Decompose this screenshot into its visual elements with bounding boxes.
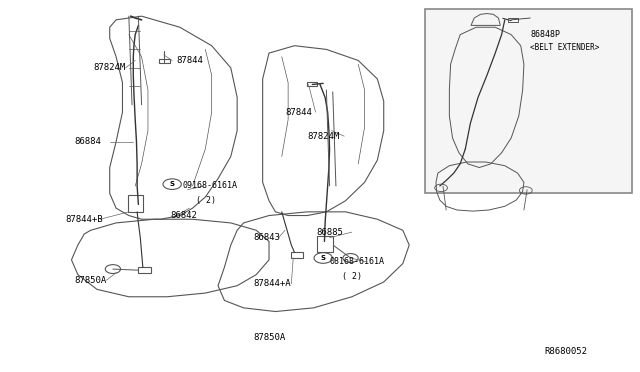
- Text: ( 2): ( 2): [342, 272, 362, 281]
- Text: R8680052: R8680052: [545, 347, 588, 356]
- Bar: [138, 267, 151, 273]
- Bar: [317, 236, 333, 253]
- Text: 87850A: 87850A: [253, 333, 285, 342]
- Bar: [291, 253, 303, 258]
- Text: 86848P: 86848P: [531, 30, 560, 39]
- Text: 08168-6161A: 08168-6161A: [330, 257, 385, 266]
- Text: ( 2): ( 2): [196, 196, 216, 205]
- Bar: [508, 18, 518, 22]
- Text: 86884: 86884: [75, 137, 102, 146]
- Text: 86843: 86843: [253, 233, 280, 242]
- Bar: [159, 59, 170, 63]
- Text: 09168-6161A: 09168-6161A: [183, 182, 238, 190]
- Text: S: S: [321, 255, 326, 261]
- Text: <BELT EXTENDER>: <BELT EXTENDER>: [531, 43, 600, 52]
- Bar: [127, 195, 143, 212]
- Text: 86885: 86885: [317, 228, 344, 237]
- Text: 87844+A: 87844+A: [253, 279, 291, 288]
- Text: 87824M: 87824M: [94, 63, 126, 72]
- Text: 87844: 87844: [177, 56, 204, 65]
- Text: 87844+B: 87844+B: [65, 215, 103, 224]
- Text: 87844: 87844: [285, 108, 312, 117]
- Bar: [425, 9, 632, 193]
- Text: 86842: 86842: [170, 211, 197, 220]
- Text: 87824M: 87824M: [307, 132, 339, 141]
- Bar: [307, 82, 317, 86]
- Text: S: S: [170, 181, 175, 187]
- Text: 87850A: 87850A: [75, 276, 107, 285]
